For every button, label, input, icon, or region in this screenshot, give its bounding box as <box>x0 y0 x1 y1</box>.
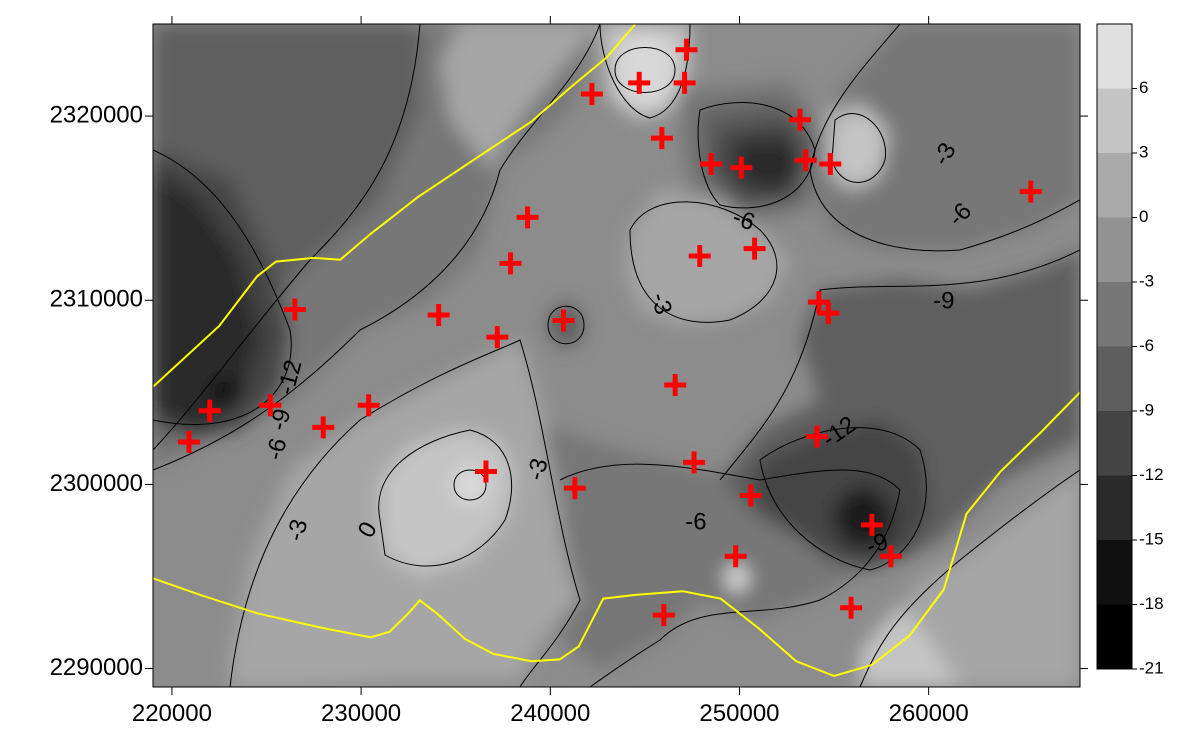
x-tick-label: 220000 <box>132 700 212 727</box>
y-tick-label: 2290000 <box>50 654 143 681</box>
y-tick-label: 2300000 <box>50 470 143 497</box>
colorbar-swatch <box>1097 347 1132 412</box>
contour-label: -9 <box>933 287 954 314</box>
colorbar-label: 3 <box>1139 142 1148 161</box>
colorbar-swatch <box>1097 282 1132 347</box>
colorbar-swatch <box>1097 605 1132 670</box>
x-tick-label: 240000 <box>510 700 590 727</box>
contour-label: -6 <box>685 508 706 535</box>
colorbar-label: -9 <box>1139 400 1154 419</box>
x-tick-label: 250000 <box>699 700 779 727</box>
colorbar-label: -21 <box>1139 658 1164 677</box>
colorbar-swatch <box>1097 218 1132 283</box>
colorbar-swatch <box>1097 540 1132 605</box>
colorbar: -21 -18 -15 -12 -9 -6 -3 0 3 6 <box>1097 24 1164 677</box>
contour-region <box>615 32 675 108</box>
x-tick-label: 230000 <box>321 700 401 727</box>
colorbar-label: -18 <box>1139 594 1164 613</box>
colorbar-label: -12 <box>1139 465 1164 484</box>
y-tick-label: 2310000 <box>50 286 143 313</box>
colorbar-swatch <box>1097 24 1132 89</box>
contour-region <box>210 378 242 406</box>
x-tick-label: 260000 <box>889 700 969 727</box>
y-tick-label: 2320000 <box>50 101 143 128</box>
contour-region <box>725 564 749 592</box>
colorbar-swatch <box>1097 411 1132 476</box>
colorbar-label: -3 <box>1139 271 1154 290</box>
colorbar-swatch <box>1097 153 1132 218</box>
colorbar-label: -15 <box>1139 529 1164 548</box>
colorbar-label: 6 <box>1139 78 1148 97</box>
colorbar-swatch <box>1097 476 1132 541</box>
colorbar-swatch <box>1097 89 1132 154</box>
colorbar-label: 0 <box>1139 207 1148 226</box>
colorbar-label: -6 <box>1139 336 1154 355</box>
